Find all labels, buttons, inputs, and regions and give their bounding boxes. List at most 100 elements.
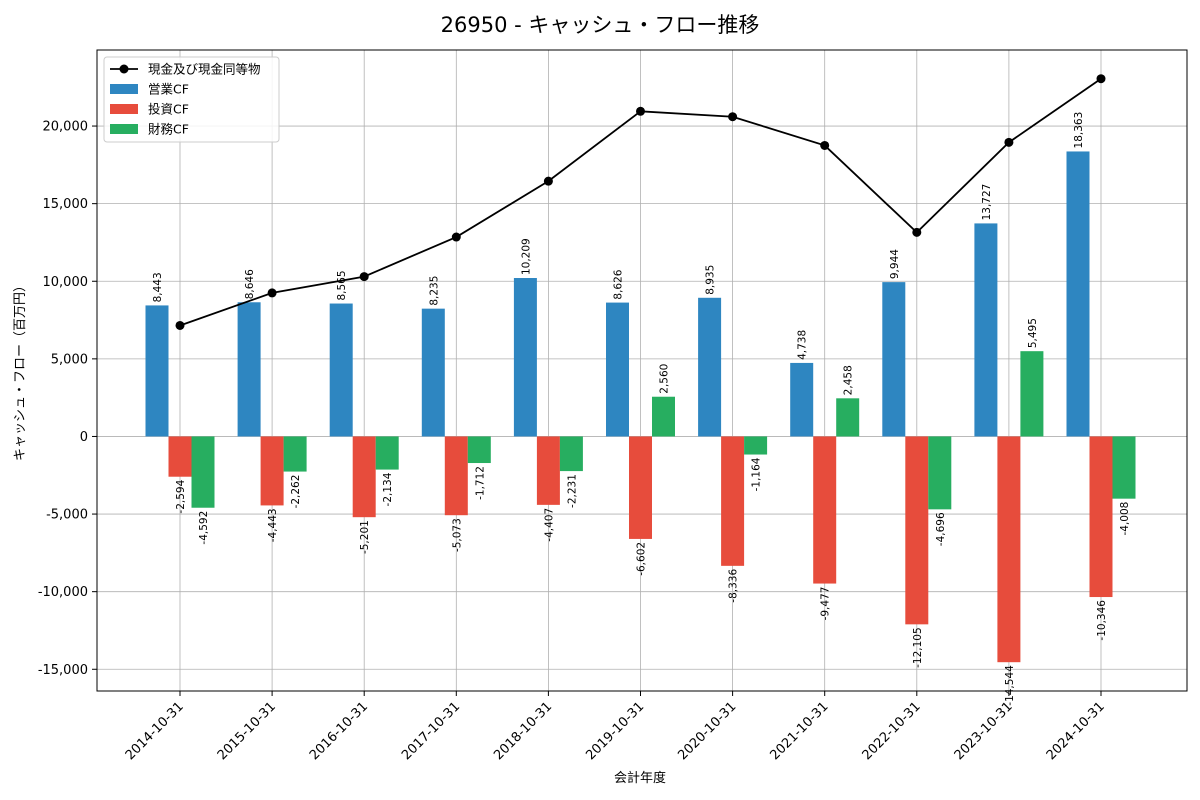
bar-財務CF [1020, 351, 1044, 437]
bar-営業CF [145, 305, 169, 437]
data-label: -1,712 [474, 466, 486, 500]
legend-point-marker [119, 64, 129, 74]
y-tick-label: 15,000 [43, 197, 89, 212]
x-tick-label: 2022-10-31 [860, 699, 924, 763]
bar-営業CF [1066, 151, 1090, 437]
data-label: -5,073 [451, 518, 463, 552]
bar-営業CF [237, 302, 261, 437]
cash-line-point [636, 106, 645, 116]
data-label: 8,626 [613, 269, 625, 299]
x-axis-ticks: 2014-10-31 2015-10-31 2016-10-31 2017-10-31… [123, 691, 1108, 763]
data-label: -10,346 [1096, 600, 1108, 641]
bar-投資CF [813, 436, 837, 584]
bar-財務CF [744, 436, 768, 455]
cash-line-point [1096, 74, 1106, 84]
legend-swatch [110, 124, 138, 134]
y-tick-label: 5,000 [51, 352, 88, 367]
bar-財務CF [191, 436, 215, 508]
cash-line-point [359, 272, 369, 282]
data-label: 5,495 [1027, 318, 1039, 348]
legend-entry: 営業CF [148, 82, 189, 97]
x-tick-label: 2024-10-31 [1044, 699, 1108, 763]
bar-営業CF [882, 282, 906, 437]
data-label: 2,458 [843, 365, 855, 395]
cash-line-point [912, 227, 922, 237]
data-label: -4,407 [543, 508, 555, 542]
bar-財務CF [467, 436, 491, 464]
cash-line [175, 74, 1106, 330]
bar-営業CF [606, 302, 629, 437]
y-tick-label: 20,000 [43, 120, 89, 135]
bar-投資CF [444, 436, 468, 516]
bar-財務CF [652, 396, 675, 437]
chart-title: 26950 - キャッシュ・フロー推移 [441, 13, 760, 37]
bar-投資CF [1089, 436, 1113, 598]
x-tick-label: 2019-10-31 [583, 699, 647, 763]
bar-投資CF [260, 436, 284, 506]
y-tick-label: 10,000 [43, 275, 89, 290]
data-label: -4,592 [198, 511, 210, 545]
data-label: -4,443 [267, 508, 279, 542]
x-tick-label: 2020-10-31 [675, 699, 739, 763]
cash-line-point [451, 232, 461, 242]
bar-投資CF [629, 436, 652, 539]
cash-line-point [1004, 137, 1014, 147]
data-label: 9,944 [889, 249, 901, 279]
plot-frame [96, 49, 1188, 692]
data-label: -6,602 [636, 542, 648, 576]
bar-投資CF [536, 436, 560, 505]
data-label: 8,235 [428, 276, 440, 306]
data-label: -14,544 [1004, 665, 1016, 706]
data-label: -2,262 [290, 475, 302, 509]
data-label: -12,105 [912, 627, 924, 668]
x-tick-label: 2016-10-31 [307, 699, 371, 763]
data-labels: 8,443 8,646 8,565 8,235 10,209 8,626 8,935 4,73… [152, 112, 1131, 706]
y-tick-label: -10,000 [38, 585, 88, 600]
bar-営業CF [698, 297, 722, 437]
y-tick-label: -15,000 [38, 663, 88, 678]
bar-財務CF [283, 436, 307, 472]
y-axis-label: キャッシュ・フロー（百万円） [13, 279, 28, 461]
x-tick-label: 2018-10-31 [491, 699, 555, 763]
bar-投資CF [721, 436, 745, 566]
legend-swatch [110, 104, 138, 114]
grid-lines [97, 50, 1187, 691]
data-label: 10,209 [520, 238, 532, 275]
bar-営業CF [421, 308, 445, 437]
bar-投資CF [905, 436, 929, 625]
cash-line-point [543, 176, 553, 186]
data-label: -5,201 [359, 520, 371, 554]
bar-財務CF [1112, 436, 1136, 499]
bar-財務CF [559, 436, 583, 472]
data-label: 4,738 [797, 330, 809, 360]
y-tick-label: 0 [80, 430, 88, 445]
x-tick-label: 2017-10-31 [399, 699, 463, 763]
bar-営業CF [974, 223, 998, 437]
x-tick-label: 2023-10-31 [952, 699, 1016, 763]
data-label: 8,443 [152, 272, 164, 302]
data-label: -4,696 [935, 512, 947, 546]
bar-財務CF [928, 436, 952, 510]
data-label: 2,560 [659, 364, 671, 394]
x-axis-label: 会計年度 [614, 770, 666, 786]
bar-営業CF [329, 303, 353, 437]
data-label: -8,336 [728, 569, 740, 603]
data-label: -4,008 [1119, 502, 1131, 536]
data-label: 18,363 [1073, 112, 1085, 149]
cash-line-point [267, 288, 277, 298]
cash-line-point [175, 320, 185, 330]
data-label: -2,594 [175, 479, 187, 513]
bar-営業CF [513, 278, 537, 437]
bar-財務CF [836, 398, 860, 437]
data-label: -2,134 [382, 472, 394, 506]
legend-box [103, 56, 280, 143]
x-tick-label: 2015-10-31 [215, 699, 279, 763]
legend-swatch [110, 84, 138, 94]
bar-営業CF [790, 362, 814, 437]
data-label: 8,565 [336, 270, 348, 300]
data-label: 13,727 [981, 184, 993, 221]
x-tick-label: 2021-10-31 [767, 699, 831, 763]
legend-entry: 財務CF [148, 122, 189, 137]
